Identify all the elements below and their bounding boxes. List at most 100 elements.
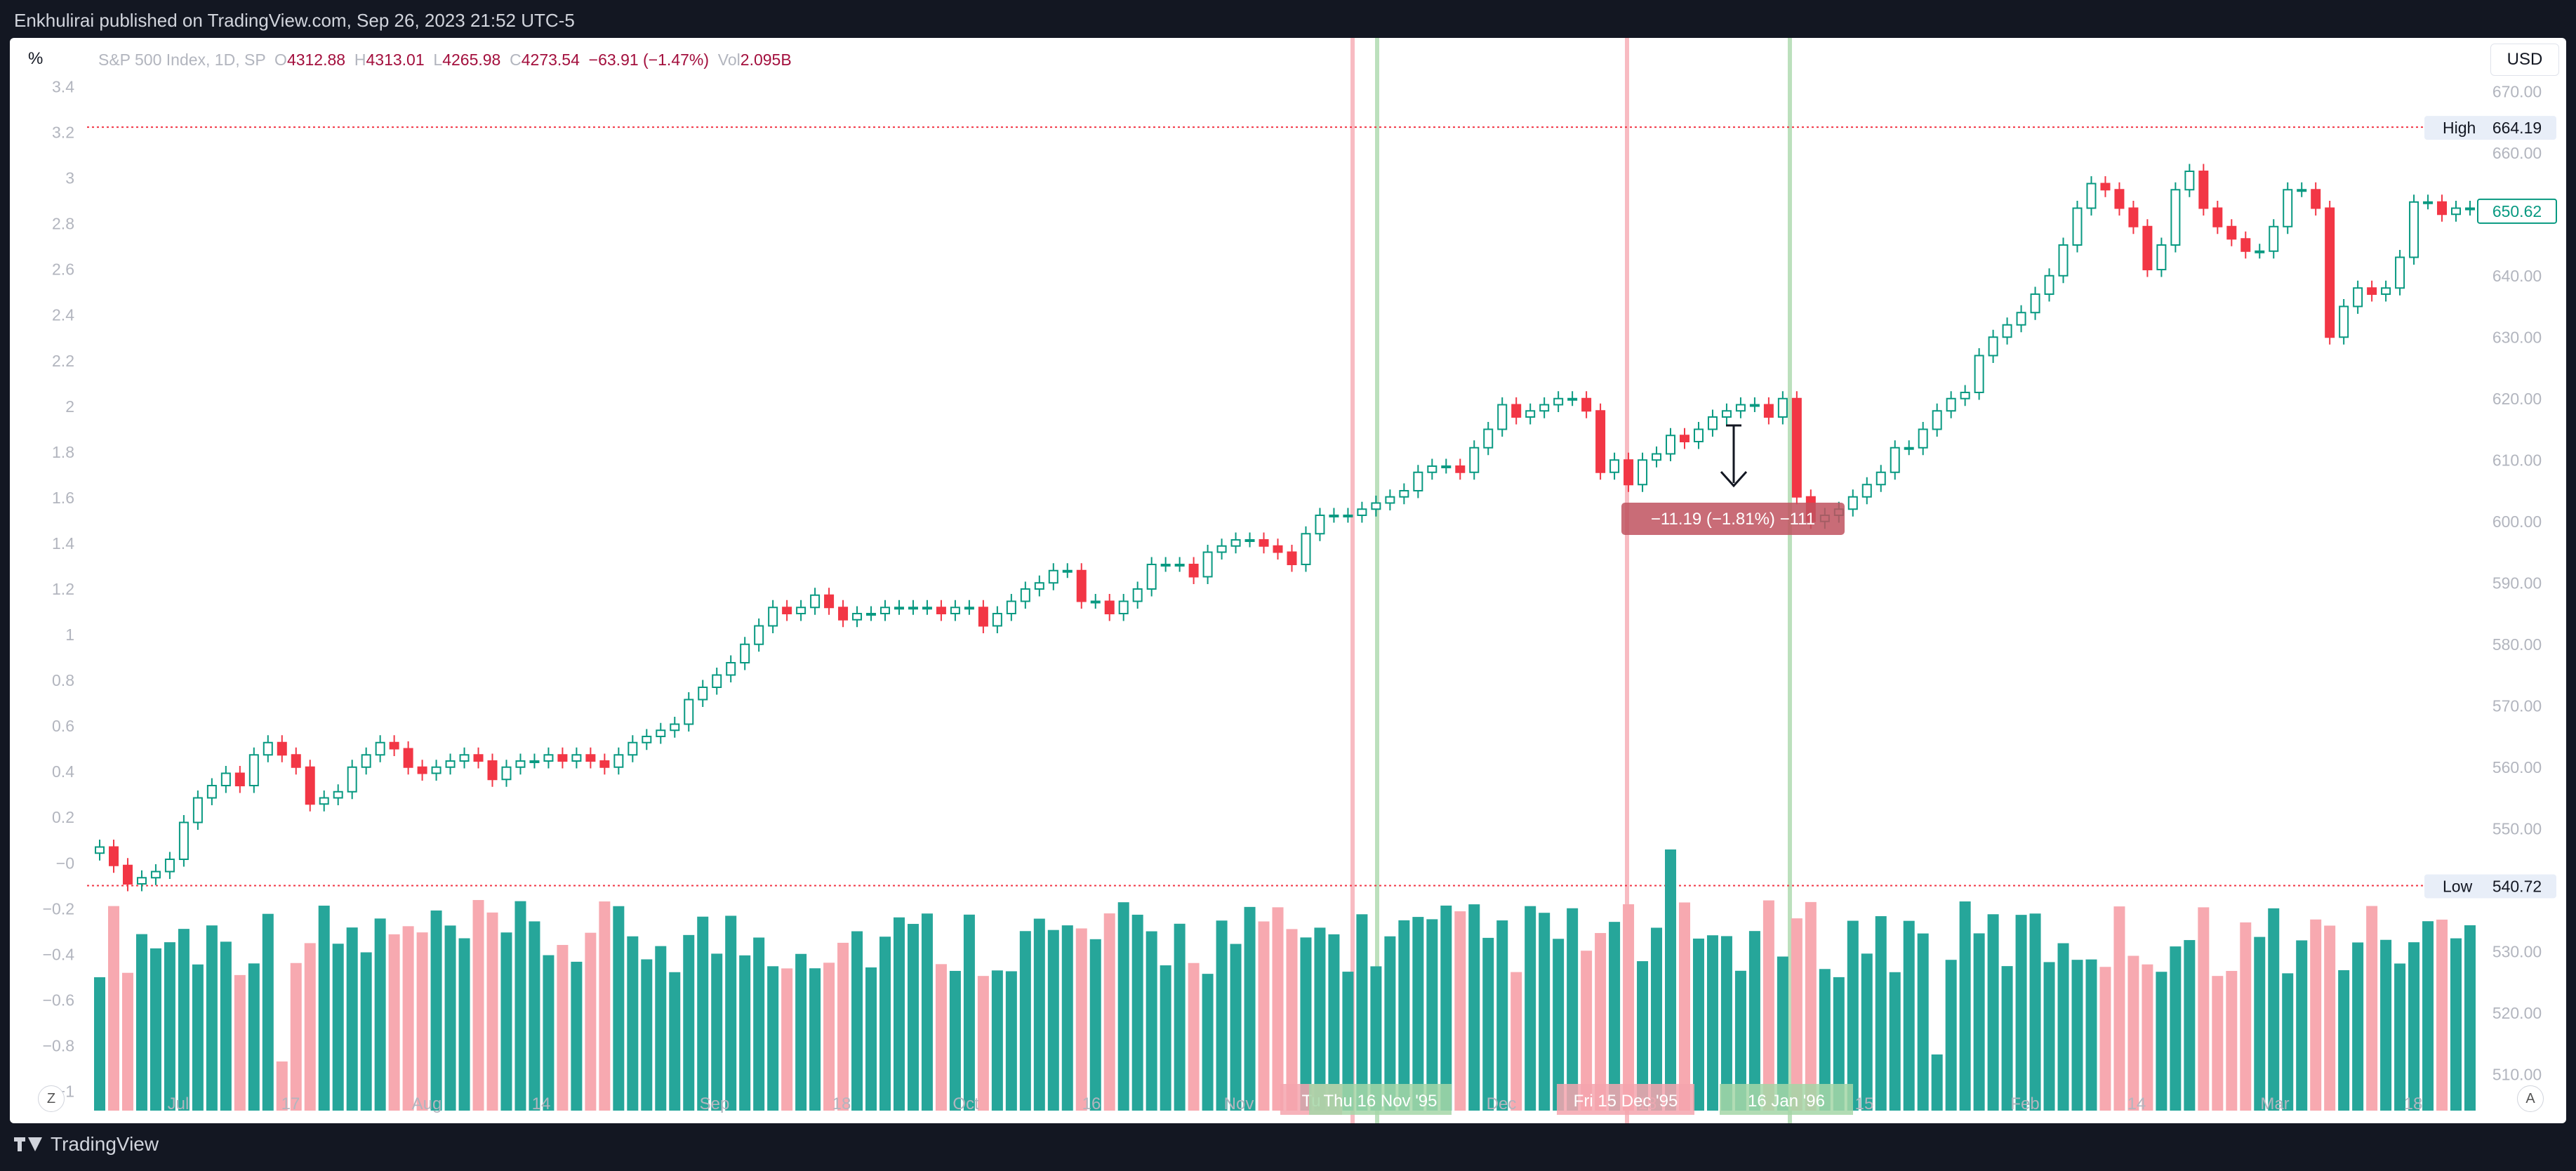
y-left-tick-label: 2.6 — [52, 260, 74, 279]
chart-panel[interactable]: 510.00520.00530.00540.00550.00560.00570.… — [10, 38, 2566, 1123]
candle-body — [136, 877, 147, 885]
candle — [1132, 581, 1143, 609]
candle — [1791, 391, 1802, 505]
candle-body — [1875, 471, 1886, 486]
candle — [1749, 397, 1760, 412]
y-right-tick-label: 580.00 — [2492, 635, 2542, 654]
y-right-tick-label: 570.00 — [2492, 696, 2542, 715]
volume-bar — [262, 913, 274, 1111]
volume-bar — [2085, 959, 2097, 1111]
candle — [95, 840, 105, 861]
volume-bar — [2324, 925, 2336, 1111]
volume-bar — [2268, 908, 2280, 1111]
candle-body — [1399, 490, 1409, 498]
candle-body — [319, 797, 329, 805]
candle-body — [529, 760, 540, 763]
volume-bar — [290, 962, 302, 1111]
volume-bar — [1103, 913, 1115, 1111]
volume-bar — [1678, 902, 1690, 1111]
candle-body — [1735, 404, 1746, 412]
candle-body — [1539, 404, 1550, 412]
candle-body — [108, 846, 119, 866]
volume-bar — [683, 934, 695, 1111]
volume-bar — [2184, 940, 2196, 1111]
candle — [894, 600, 904, 615]
candle — [1062, 563, 1073, 578]
candle — [1329, 508, 1339, 523]
candle-body — [1890, 446, 1900, 473]
volume-bar — [2422, 921, 2434, 1111]
auto-scale-button[interactable]: A — [2517, 1085, 2544, 1112]
candle-body — [2156, 244, 2167, 270]
candle — [2030, 286, 2040, 320]
y-right-tick-label: 530.00 — [2492, 942, 2542, 960]
percent-scale-button[interactable]: % — [28, 49, 44, 68]
volume-bar — [1019, 931, 1031, 1111]
volume-bar — [1819, 969, 1831, 1111]
candle-body — [1259, 539, 1269, 547]
volume-bar — [2015, 915, 2027, 1111]
candle-body — [1160, 564, 1171, 567]
volume-bar — [1903, 920, 1915, 1111]
candle-body — [2437, 201, 2448, 216]
date-tag-label: Thu 16 Nov '95 — [1323, 1092, 1437, 1111]
candle — [712, 668, 722, 695]
volume-bar — [1384, 936, 1396, 1111]
volume-bar — [1917, 933, 1929, 1111]
candle — [2311, 182, 2321, 216]
candle — [2395, 250, 2405, 296]
price-chart[interactable]: 510.00520.00530.00540.00550.00560.00570.… — [10, 38, 2566, 1123]
volume-bar — [1567, 908, 1579, 1111]
candle — [2142, 219, 2153, 277]
candle-body — [95, 846, 105, 854]
band-line-red-2 — [1625, 38, 1629, 1123]
zoom-button[interactable]: Z — [38, 1085, 65, 1112]
candle — [1020, 581, 1030, 609]
tradingview-brand[interactable]: TradingView — [14, 1133, 159, 1156]
candle — [417, 760, 427, 781]
x-tick-label: Dec — [1487, 1094, 1517, 1113]
volume-bar — [1356, 914, 1368, 1111]
candle — [1624, 452, 1634, 492]
candle-body — [2269, 225, 2279, 252]
candle — [1932, 403, 1942, 437]
candle-body — [1132, 588, 1143, 602]
currency-button[interactable]: USD — [2490, 44, 2559, 76]
x-tick-label: Oct — [952, 1094, 979, 1113]
candle-body — [642, 736, 652, 743]
volume-bar — [1692, 938, 1704, 1111]
candle — [263, 735, 273, 762]
candle-body — [1076, 569, 1087, 602]
last-price-bg — [2477, 198, 2557, 224]
candle — [1904, 440, 1914, 456]
candle-body — [978, 607, 988, 627]
candle-body — [2311, 189, 2321, 209]
y-left-tick-label: 1.6 — [52, 489, 74, 507]
y-right-tick-label: 600.00 — [2492, 512, 2542, 531]
candle-body — [1315, 515, 1325, 535]
candle — [1735, 397, 1746, 418]
volume-bar — [1496, 920, 1508, 1111]
candle — [108, 840, 119, 873]
volume-bar — [1665, 849, 1677, 1111]
volume-bar — [2240, 922, 2252, 1111]
candle-body — [2184, 171, 2195, 191]
candle-body — [178, 821, 189, 860]
date-tag-bg — [1557, 1084, 1694, 1115]
candle — [866, 606, 877, 621]
candle-body — [796, 607, 806, 614]
candle-body — [277, 741, 287, 756]
volume-bar — [2071, 960, 2083, 1111]
candle-body — [206, 785, 217, 799]
candle — [2072, 201, 2083, 253]
candle-body — [1188, 564, 1199, 578]
candle — [2198, 164, 2209, 216]
candle-body — [2128, 207, 2139, 227]
candle — [291, 747, 301, 775]
candle — [1595, 403, 1606, 480]
candle — [361, 747, 371, 775]
x-tick-label: Mar — [2260, 1094, 2289, 1113]
volume-bar — [248, 963, 260, 1111]
volume-bar — [121, 972, 133, 1111]
volume-bar — [599, 901, 611, 1111]
